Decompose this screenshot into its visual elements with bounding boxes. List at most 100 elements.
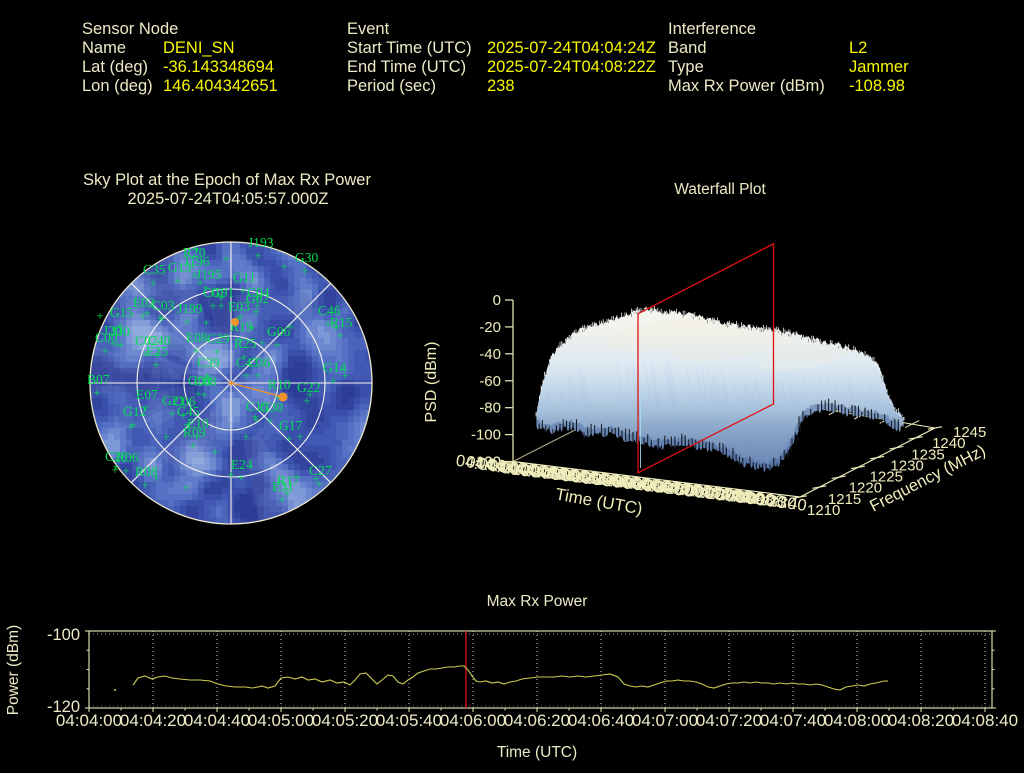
svg-text:Lon (deg): Lon (deg) [82, 77, 153, 95]
svg-text:C27: C27 [309, 463, 332, 478]
svg-text:Max Rx Power (dBm): Max Rx Power (dBm) [668, 77, 825, 95]
svg-text:R17: R17 [277, 473, 300, 488]
svg-text:G30: G30 [295, 250, 318, 265]
svg-text:+: + [282, 481, 289, 496]
svg-text:+: + [280, 259, 287, 274]
svg-text:G11: G11 [233, 270, 256, 285]
svg-text:E07: E07 [136, 387, 158, 402]
svg-text:+: + [296, 429, 303, 444]
svg-text:C04: C04 [247, 285, 270, 300]
svg-text:+: + [127, 419, 134, 434]
svg-text:Time (UTC): Time (UTC) [497, 744, 577, 761]
svg-text:+: + [236, 332, 243, 347]
svg-text:B07: B07 [87, 372, 110, 387]
svg-text:E25: E25 [146, 344, 168, 359]
svg-text:+: + [202, 280, 209, 295]
svg-text:+: + [141, 346, 148, 361]
svg-text:04:05:00: 04:05:00 [248, 711, 314, 730]
svg-text:+: + [217, 298, 224, 313]
svg-text:+: + [129, 417, 136, 432]
svg-text:+: + [196, 275, 203, 290]
svg-text:J199: J199 [177, 301, 203, 316]
svg-text:Name: Name [82, 39, 126, 57]
svg-text:C29: C29 [207, 331, 230, 346]
svg-text:J195: J195 [196, 267, 222, 282]
svg-text:+: + [152, 470, 159, 485]
svg-text:E08: E08 [186, 330, 208, 345]
svg-text:Start Time (UTC): Start Time (UTC) [347, 39, 472, 57]
svg-text:C00: C00 [95, 330, 118, 345]
svg-text:C03: C03 [152, 298, 175, 313]
svg-text:+: + [96, 308, 103, 323]
svg-text:Jammer: Jammer [849, 58, 909, 76]
svg-text:1230: 1230 [890, 457, 923, 474]
svg-text:C36: C36 [248, 355, 271, 370]
svg-text:+: + [242, 429, 249, 444]
svg-text:+: + [152, 357, 159, 372]
svg-text:04:07:20: 04:07:20 [696, 711, 762, 730]
svg-text:+: + [112, 459, 119, 474]
svg-text:+: + [154, 346, 161, 361]
svg-text:+: + [149, 275, 156, 290]
svg-text:G06: G06 [267, 324, 290, 339]
svg-text:C08: C08 [194, 374, 217, 389]
svg-text:2025-07-24T04:05:57.000Z: 2025-07-24T04:05:57.000Z [128, 190, 329, 208]
svg-text:1225: 1225 [870, 469, 903, 486]
svg-text:1245: 1245 [953, 424, 986, 441]
svg-text:2025-07-24T04:04:24Z: 2025-07-24T04:04:24Z [487, 39, 656, 57]
svg-text:R06: R06 [116, 450, 139, 465]
svg-text:Period (sec): Period (sec) [347, 77, 436, 95]
svg-text:Event: Event [347, 20, 390, 38]
svg-text:-120: -120 [471, 454, 501, 471]
svg-text:+: + [222, 251, 229, 266]
svg-text:+: + [174, 273, 181, 288]
svg-text:04:07:40: 04:07:40 [760, 711, 826, 730]
svg-text:+: + [287, 319, 294, 334]
svg-text:+: + [341, 368, 348, 383]
svg-text:+: + [183, 417, 190, 432]
svg-text:-100: -100 [471, 427, 501, 444]
svg-text:+: + [252, 412, 259, 427]
svg-text:+: + [248, 320, 255, 335]
svg-text:+: + [189, 258, 196, 273]
svg-text:R08: R08 [135, 464, 158, 479]
svg-text:04:07:00: 04:07:00 [632, 711, 698, 730]
svg-text:E31: E31 [272, 479, 294, 494]
svg-text:+: + [183, 314, 190, 329]
svg-text:+: + [116, 318, 123, 333]
svg-text:C06: C06 [173, 394, 196, 409]
svg-text:+: + [179, 407, 186, 422]
svg-text:End Time (UTC): End Time (UTC) [347, 58, 466, 76]
svg-text:+: + [252, 304, 259, 319]
svg-text:+: + [139, 308, 146, 323]
svg-text:04:04:00: 04:04:00 [56, 711, 122, 730]
svg-text:+: + [254, 248, 261, 263]
svg-text:+: + [168, 406, 175, 421]
svg-text:+: + [332, 320, 339, 335]
svg-text:04:04:40: 04:04:40 [184, 711, 250, 730]
svg-text:C01: C01 [203, 285, 226, 300]
svg-text:C39: C39 [197, 355, 220, 370]
svg-text:+: + [182, 480, 189, 495]
svg-text:R15: R15 [330, 315, 353, 330]
svg-text:C46: C46 [318, 303, 341, 318]
svg-text:0: 0 [493, 292, 501, 309]
svg-text:G13: G13 [168, 260, 191, 275]
svg-text:J20: J20 [103, 323, 122, 338]
svg-text:1220: 1220 [849, 480, 882, 497]
svg-text:-80: -80 [479, 400, 501, 417]
svg-text:+: + [193, 429, 200, 444]
svg-text:J30: J30 [111, 324, 130, 339]
svg-text:+: + [111, 462, 118, 477]
svg-text:Lat (deg): Lat (deg) [82, 58, 148, 76]
svg-text:04:05:40: 04:05:40 [376, 711, 442, 730]
svg-text:04:04:20: 04:04:20 [120, 711, 186, 730]
svg-text:+: + [189, 438, 196, 453]
svg-text:R20: R20 [183, 245, 206, 260]
svg-text:L2: L2 [849, 39, 867, 57]
svg-text:+: + [202, 315, 209, 330]
svg-text:-60: -60 [479, 373, 501, 390]
svg-text:G08: G08 [188, 373, 211, 388]
svg-text:+: + [213, 344, 220, 359]
svg-text:04:08:20: 04:08:20 [888, 711, 954, 730]
